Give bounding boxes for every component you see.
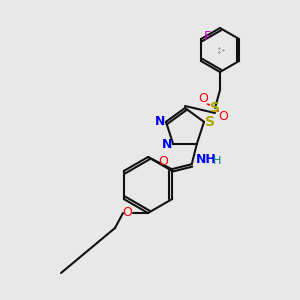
Text: S: S [210, 101, 220, 115]
Text: S: S [205, 115, 215, 129]
Text: O: O [122, 206, 132, 220]
Text: H: H [213, 156, 221, 166]
Text: N: N [162, 138, 172, 151]
Text: NH: NH [195, 153, 216, 166]
Text: O: O [218, 110, 228, 122]
Text: O: O [158, 155, 168, 168]
Text: F: F [203, 29, 211, 43]
Text: N: N [155, 115, 165, 128]
Text: O: O [198, 92, 208, 104]
